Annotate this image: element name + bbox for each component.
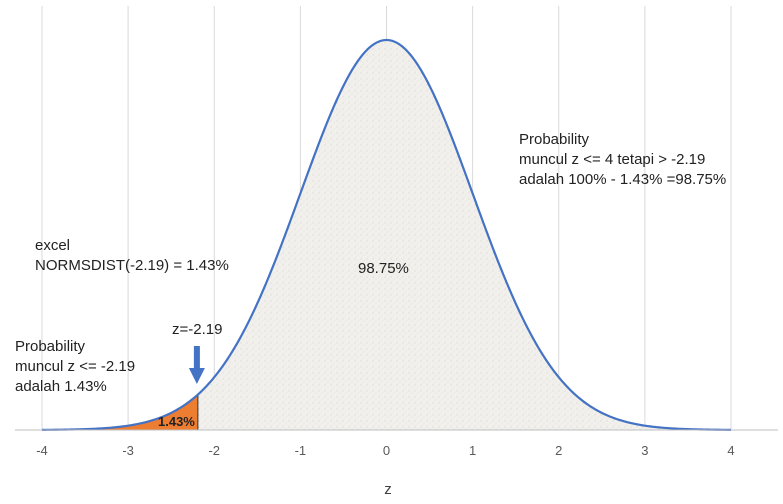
- excel-annotation-line-2: NORMSDIST(-2.19) = 1.43%: [35, 257, 229, 274]
- excel-annotation: excel NORMSDIST(-2.19) = 1.43%: [35, 236, 229, 276]
- x-tick-label-0: -4: [36, 443, 48, 458]
- left-tail-area-label: 1.43%: [158, 414, 195, 429]
- shaded-areas: [42, 40, 732, 430]
- right-probability-annotation: Probability muncul z <= 4 tetapi > -2.19…: [519, 130, 726, 190]
- x-axis-label: z: [384, 481, 392, 498]
- left-tail-area: [42, 394, 198, 430]
- x-tick-label-3: -1: [295, 443, 307, 458]
- z-marker-arrow: [188, 346, 205, 384]
- x-tick-label-5: 1: [469, 443, 476, 458]
- x-tick-label-7: 3: [641, 443, 648, 458]
- z-marker-label: z=-2.19: [172, 321, 223, 338]
- x-tick-labels: -4 -3 -2 -1 0 1 2 3 4: [36, 443, 734, 458]
- curve-group: [41, 38, 732, 431]
- x-tick-label-1: -3: [122, 443, 134, 458]
- main-area: [197, 40, 732, 430]
- normal-curve: [41, 38, 732, 431]
- x-tick-label-4: 0: [383, 443, 390, 458]
- left-probability-annotation: Probability muncul z <= -2.19 adalah 1.4…: [15, 337, 135, 397]
- x-tick-label-6: 2: [555, 443, 562, 458]
- x-tick-label-8: 4: [727, 443, 734, 458]
- left-prob-line-1: Probability: [15, 338, 86, 355]
- right-prob-line-2: muncul z <= 4 tetapi > -2.19: [519, 151, 706, 168]
- arrow-shaft: [193, 346, 200, 370]
- arrow-head: [188, 368, 205, 384]
- left-prob-line-3: adalah 1.43%: [15, 378, 107, 395]
- excel-annotation-line-1: excel: [35, 237, 71, 254]
- left-prob-line-2: muncul z <= -2.19: [15, 358, 136, 375]
- x-tick-label-2: -2: [208, 443, 220, 458]
- center-area-label: 98.75%: [358, 260, 409, 277]
- right-prob-line-1: Probability: [519, 131, 590, 148]
- right-prob-line-3: adalah 100% - 1.43% =98.75%: [519, 171, 727, 188]
